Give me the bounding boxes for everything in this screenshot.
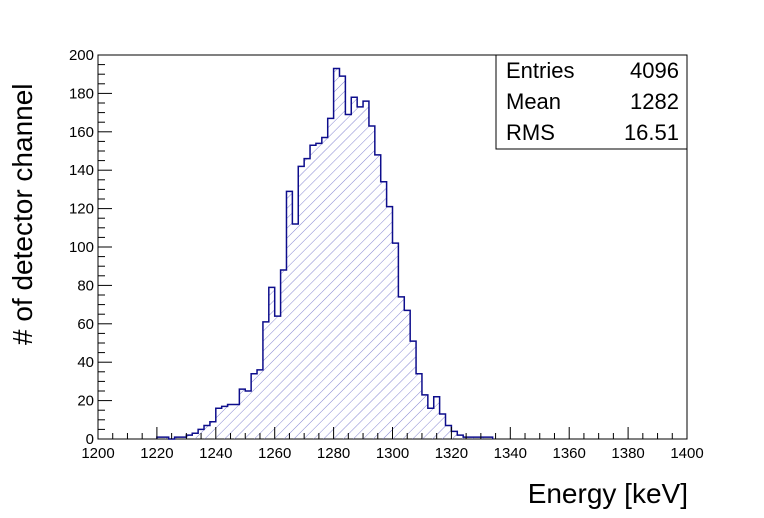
y-tick-label: 0 — [86, 431, 94, 448]
y-tick-label: 160 — [69, 124, 94, 141]
x-tick-label: 1300 — [376, 445, 409, 462]
x-tick-label: 1220 — [140, 445, 173, 462]
histogram-bin — [257, 369, 263, 439]
x-tick-label: 1200 — [81, 445, 114, 462]
histogram-bin — [404, 310, 411, 439]
histogram-bin — [186, 435, 193, 439]
histogram-bin — [480, 437, 487, 439]
histogram-bin — [262, 321, 269, 439]
x-tick-label: 1320 — [435, 445, 468, 462]
histogram-bin — [239, 389, 246, 439]
y-tick-label: 80 — [77, 277, 94, 294]
histogram-bin — [327, 118, 334, 440]
histogram-bin — [427, 408, 434, 439]
histogram-bin — [274, 316, 281, 439]
histogram-bin — [410, 341, 417, 439]
histogram-bin — [457, 435, 464, 439]
histogram-bin — [233, 404, 240, 439]
y-tick-label: 200 — [69, 47, 94, 64]
y-axis-title: # of detector channel — [7, 83, 38, 345]
histogram-bin — [351, 97, 358, 440]
histogram-bin — [439, 414, 446, 439]
y-tick-label: 40 — [77, 354, 94, 371]
histogram-bin — [310, 145, 316, 440]
stats-value: 16.51 — [624, 120, 679, 145]
histogram-bin — [298, 166, 305, 440]
histogram-bin — [321, 137, 328, 439]
histogram-bin — [392, 243, 399, 439]
stats-label: RMS — [506, 120, 555, 145]
histogram-bin — [286, 191, 293, 439]
x-tick-label: 1400 — [670, 445, 703, 462]
histogram-bin — [421, 394, 428, 439]
y-tick-label: 140 — [69, 162, 94, 179]
histogram-bin — [486, 437, 493, 439]
histogram-bin — [245, 391, 252, 439]
histogram-bin — [162, 437, 169, 439]
x-axis-title: Energy [keV] — [528, 478, 688, 509]
histogram-bin — [268, 287, 275, 439]
histogram-bin — [227, 404, 234, 439]
stats-value: 4096 — [630, 58, 679, 83]
x-tick-label: 1340 — [494, 445, 527, 462]
histogram-bin — [280, 270, 287, 439]
stats-box — [495, 54, 688, 150]
histogram-bin — [469, 437, 475, 439]
y-tick-label: 60 — [77, 316, 94, 333]
histogram-bin — [215, 408, 222, 439]
stats-label: Mean — [506, 89, 561, 114]
histogram-bin — [445, 425, 452, 439]
histogram-bin — [304, 158, 311, 439]
histogram-bin — [292, 223, 299, 439]
y-tick-label: 120 — [69, 201, 94, 218]
histogram-bin — [339, 76, 346, 440]
histogram-bin — [363, 101, 369, 439]
histogram-bin — [192, 433, 199, 439]
stats-value: 1282 — [630, 89, 679, 114]
histogram-bin — [209, 421, 216, 439]
histogram-bin — [474, 437, 481, 439]
histogram-outline — [156, 67, 494, 440]
histogram-bin — [416, 373, 422, 439]
histogram-bin — [451, 431, 458, 439]
histogram-bin — [333, 68, 340, 439]
histogram-bin — [315, 143, 322, 439]
histogram-bin — [156, 437, 163, 439]
x-tick-label: 1280 — [317, 445, 350, 462]
histogram-bin — [251, 373, 258, 439]
x-tick-label: 1380 — [611, 445, 644, 462]
histogram-bin — [174, 437, 181, 439]
histogram-bin — [374, 154, 381, 439]
y-tick-label: 180 — [69, 85, 94, 102]
histogram-bin — [433, 396, 440, 439]
histogram-bin — [204, 425, 210, 439]
histogram-bin — [221, 406, 228, 439]
y-tick-label: 20 — [77, 393, 94, 410]
histogram-bin — [386, 206, 393, 439]
x-tick-label: 1240 — [199, 445, 232, 462]
x-tick-label: 1260 — [258, 445, 291, 462]
histogram-bin — [398, 296, 405, 439]
y-tick-label: 100 — [69, 239, 94, 256]
histogram-bin — [180, 437, 187, 439]
histogram-bin — [380, 181, 387, 439]
histogram-bin — [368, 126, 375, 439]
histogram-bin — [357, 106, 364, 439]
x-tick-label: 1360 — [553, 445, 586, 462]
histogram-bin — [345, 114, 352, 440]
stats-label: Entries — [506, 58, 574, 83]
